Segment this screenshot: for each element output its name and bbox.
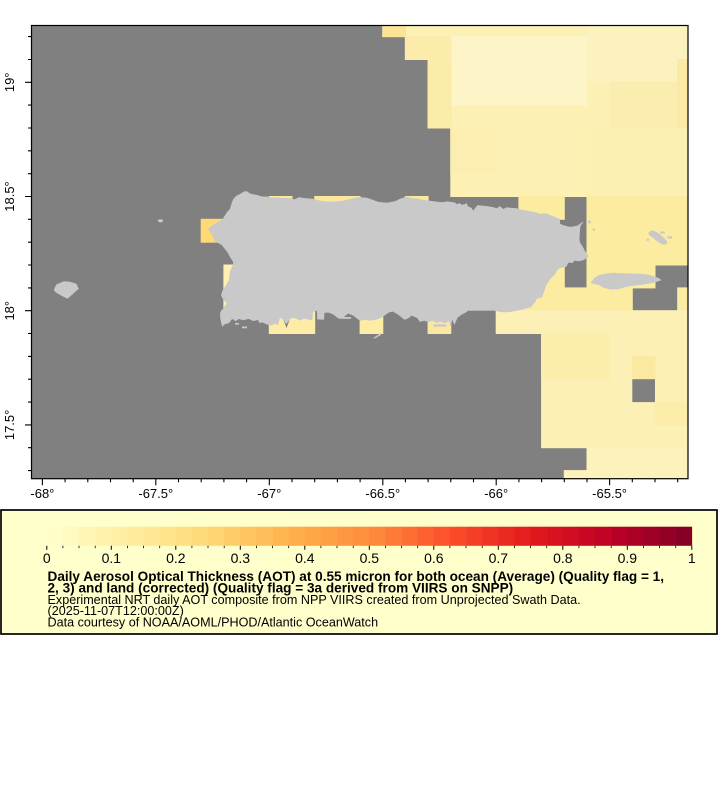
svg-text:18.5°: 18.5°: [2, 181, 17, 212]
svg-text:17.5°: 17.5°: [2, 410, 17, 441]
svg-text:19°: 19°: [2, 72, 17, 92]
svg-text:0.3: 0.3: [231, 550, 251, 566]
svg-text:0.7: 0.7: [489, 550, 509, 566]
svg-text:-67°: -67°: [257, 486, 281, 501]
svg-text:-68°: -68°: [30, 486, 54, 501]
svg-text:0.4: 0.4: [295, 550, 315, 566]
svg-text:0.2: 0.2: [166, 550, 186, 566]
svg-text:-66.5°: -66.5°: [365, 486, 400, 501]
svg-text:Data courtesy of NOAA/AOML/PHO: Data courtesy of NOAA/AOML/PHOD/Atlantic…: [48, 615, 379, 629]
svg-text:Daily Aerosol Optical Thicknes: Daily Aerosol Optical Thickness (AOT) at…: [48, 569, 665, 584]
svg-text:(2025-11-07T12:00:00Z): (2025-11-07T12:00:00Z): [48, 604, 184, 618]
svg-text:2, 3) and land (corrected) (Qu: 2, 3) and land (corrected) (Quality flag…: [48, 580, 514, 595]
svg-text:-65.5°: -65.5°: [592, 486, 627, 501]
svg-text:Experimental NRT daily AOT com: Experimental NRT daily AOT composite fro…: [48, 593, 581, 607]
svg-text:0.9: 0.9: [618, 550, 638, 566]
svg-text:-66°: -66°: [484, 486, 508, 501]
svg-text:1: 1: [688, 550, 696, 566]
svg-text:0.8: 0.8: [553, 550, 573, 566]
svg-text:0.5: 0.5: [360, 550, 380, 566]
svg-text:18°: 18°: [2, 301, 17, 321]
svg-text:0.6: 0.6: [424, 550, 444, 566]
svg-text:0: 0: [43, 550, 51, 566]
svg-text:0.1: 0.1: [102, 550, 122, 566]
svg-text:-67.5°: -67.5°: [138, 486, 173, 501]
